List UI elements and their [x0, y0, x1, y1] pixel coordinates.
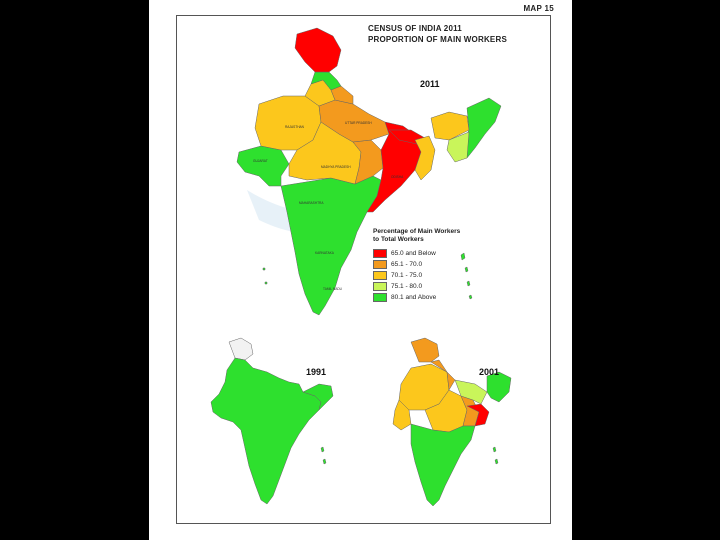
legend-item: 65.1 - 70.0 — [373, 259, 513, 269]
legend-item: 80.1 and Above — [373, 292, 513, 302]
islands-west — [262, 267, 268, 285]
legend-swatch-light-green — [373, 281, 387, 291]
main-map-2011: RAJASTHAN UTTAR PRADESH MADHYA PRADESH M… — [236, 27, 502, 316]
year-label-1991: 1991 — [306, 367, 327, 377]
svg-text:UTTAR PRADESH: UTTAR PRADESH — [345, 121, 372, 125]
map-frame — [176, 15, 551, 524]
inset-1991-kashmir — [228, 337, 254, 361]
year-label-2001: 2001 — [479, 367, 500, 377]
svg-text:ODISHA: ODISHA — [391, 175, 404, 179]
inset-2001-west — [392, 399, 412, 431]
svg-text:MAHARASHTRA: MAHARASHTRA — [299, 201, 324, 205]
svg-text:MADHYA PRADESH: MADHYA PRADESH — [321, 165, 351, 169]
inset-map-1991 — [210, 337, 334, 505]
inset-map-2001 — [392, 337, 512, 507]
svg-text:RAJASTHAN: RAJASTHAN — [285, 125, 305, 129]
region-bengal — [414, 135, 436, 181]
legend-item: 65.0 and Below — [373, 248, 513, 258]
svg-text:GUJARAT: GUJARAT — [253, 159, 268, 163]
legend-label: 65.0 and Below — [391, 249, 436, 257]
region-northeast-south — [446, 131, 470, 163]
legend-label: 80.1 and Above — [391, 293, 437, 301]
legend-swatch-red — [373, 248, 387, 258]
inset-2001-south — [410, 423, 476, 507]
map-number: MAP 15 — [523, 4, 554, 13]
svg-text:KARNATAKA: KARNATAKA — [315, 251, 335, 255]
map-sheet: MAP 15 CENSUS OF INDIA 2011 PROPORTION O… — [149, 0, 572, 540]
india-maps: RAJASTHAN UTTAR PRADESH MADHYA PRADESH M… — [210, 27, 512, 507]
legend-item: 70.1 - 75.0 — [373, 270, 513, 280]
legend-swatch-green — [373, 292, 387, 302]
legend-label: 65.1 - 70.0 — [391, 260, 423, 268]
region-west-coast — [236, 145, 290, 187]
legend-title: Percentage of Main Workers — [373, 228, 461, 235]
map-legend: Percentage of Main Workers to Total Work… — [373, 228, 513, 303]
islands-east — [460, 252, 473, 300]
inset-1991-northeast — [302, 383, 334, 411]
svg-text:TAMIL NADU: TAMIL NADU — [323, 287, 343, 291]
legend-label: 70.1 - 75.0 — [391, 271, 423, 279]
inset-2001-islands — [492, 446, 499, 465]
legend-label: 75.1 - 80.0 — [391, 282, 423, 290]
region-kashmir — [294, 27, 342, 73]
legend-item: 75.1 - 80.0 — [373, 281, 513, 291]
region-east-central — [352, 139, 384, 185]
inset-2001-northeast — [486, 371, 512, 403]
legend-swatch-orange — [373, 259, 387, 269]
year-label-2011: 2011 — [420, 79, 440, 89]
map-subtitle: PROPORTION OF MAIN WORKERS — [368, 35, 507, 44]
legend-swatch-yellow — [373, 270, 387, 280]
inset-2001-bengal — [454, 379, 488, 405]
inset-1991-islands — [320, 446, 327, 465]
inset-2001-kashmir — [410, 337, 440, 363]
region-south — [280, 175, 382, 316]
legend-subtitle: to Total Workers — [373, 236, 424, 243]
inset-1991-india — [210, 357, 322, 505]
map-title: CENSUS OF INDIA 2011 — [368, 24, 462, 33]
